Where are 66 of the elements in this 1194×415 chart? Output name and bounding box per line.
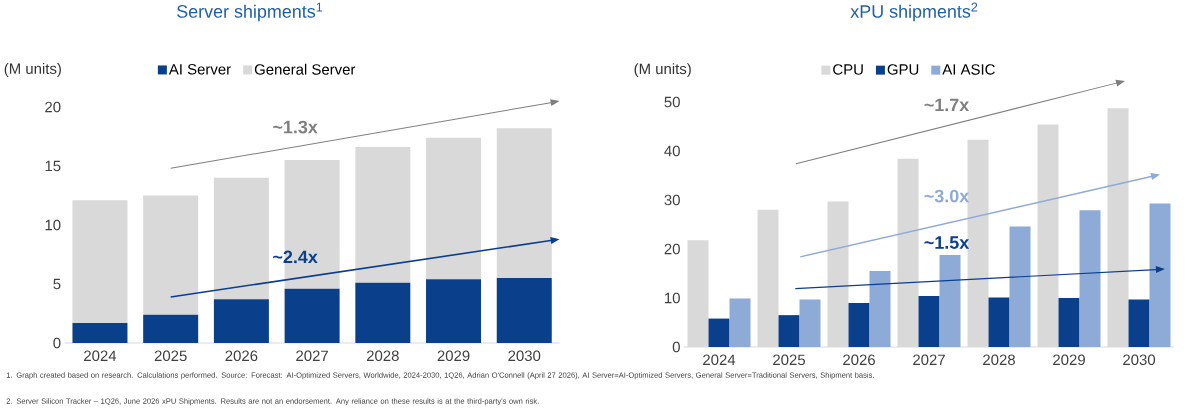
bar — [496, 128, 552, 279]
annotation: ~1.3x — [273, 120, 318, 134]
x-tick-label: 2025 — [154, 350, 187, 362]
bar — [939, 254, 961, 347]
bar — [213, 177, 269, 300]
x-tick-label: 2024 — [703, 354, 736, 366]
y-axis-title: (M units) — [4, 62, 61, 77]
bar — [869, 271, 891, 347]
y-tick-label: 50 — [664, 96, 680, 108]
y-tick-label: 20 — [664, 243, 680, 255]
x-tick-label: 2025 — [773, 354, 806, 366]
bar — [72, 322, 128, 343]
bar — [426, 279, 482, 343]
bar — [1079, 210, 1101, 347]
bar — [1149, 203, 1171, 347]
chart-title: xPU shipments$^{2}$ — [850, 2, 978, 22]
x-tick-label: 2024 — [84, 350, 117, 362]
bar — [284, 288, 340, 343]
bar — [729, 298, 751, 347]
bar — [1058, 298, 1080, 347]
x-tick-label: 2026 — [843, 354, 875, 366]
annotation: ~3.0x — [924, 189, 970, 203]
x-tick-label: 2026 — [225, 350, 258, 362]
bar — [143, 314, 199, 343]
y-tick-label: 40 — [664, 145, 680, 157]
bar — [213, 299, 269, 343]
chart-title: Server shipments$^{1}$ — [177, 2, 323, 22]
bar — [72, 200, 128, 323]
bar — [918, 296, 940, 347]
annotation: ~1.7x — [924, 98, 970, 112]
y-tick-label: 15 — [45, 160, 61, 172]
bar — [708, 318, 730, 347]
y-axis-title: (M units) — [634, 63, 691, 78]
y-tick-label: 0 — [672, 341, 680, 353]
x-tick-label: 2029 — [437, 350, 470, 362]
y-tick-label: 10 — [45, 219, 61, 231]
legend-label: AI ASIC — [942, 64, 995, 75]
bar — [778, 315, 800, 347]
annotation: ~2.4x — [273, 250, 318, 264]
x-tick-label: 2030 — [508, 350, 541, 362]
x-tick-label: 2029 — [1053, 354, 1085, 366]
bar — [848, 302, 870, 347]
bar — [496, 278, 552, 343]
y-tick-label: 20 — [45, 101, 61, 113]
bar — [1128, 299, 1150, 347]
legend-label: GPU — [887, 64, 919, 75]
legend-label: AI Server — [168, 63, 231, 75]
bar — [355, 282, 411, 343]
bar — [143, 195, 199, 315]
y-tick-label: 30 — [664, 194, 680, 206]
annotation: ~1.5x — [924, 236, 970, 249]
legend-label: CPU — [833, 64, 863, 75]
bar — [988, 297, 1010, 347]
legend-label: General Server — [254, 63, 356, 75]
x-tick-label: 2030 — [1123, 354, 1156, 366]
x-tick-label: 2027 — [913, 354, 945, 366]
bar — [1009, 226, 1031, 347]
y-tick-label: 10 — [665, 292, 680, 304]
x-tick-label: 2027 — [296, 350, 328, 362]
bar — [426, 137, 482, 280]
x-tick-label: 2028 — [366, 350, 399, 362]
bar — [355, 147, 411, 283]
y-tick-label: 5 — [53, 278, 61, 290]
y-tick-label: 0 — [53, 337, 61, 349]
bar — [799, 299, 821, 347]
x-tick-label: 2028 — [983, 354, 1015, 366]
